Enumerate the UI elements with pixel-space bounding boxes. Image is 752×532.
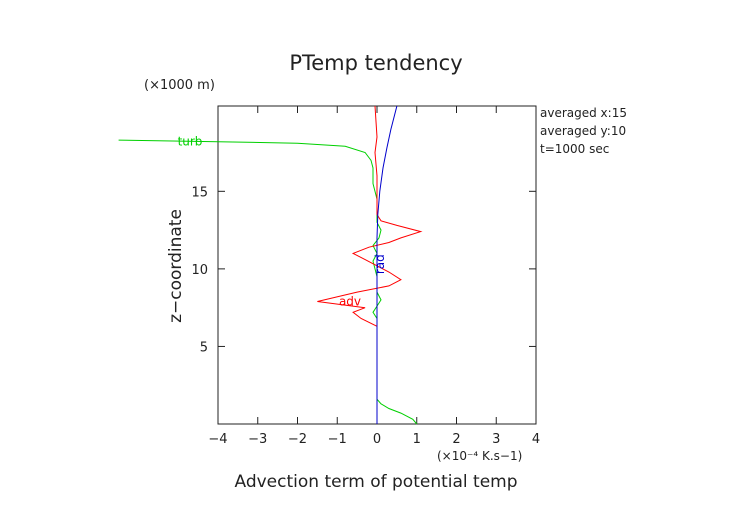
annotation-line: averaged x:15 (540, 106, 627, 120)
axis-ticks (217, 106, 537, 424)
x-tick-label: 4 (532, 432, 540, 447)
x-axis-title: Advection term of potential temp (234, 472, 517, 492)
series-labels: turb adv rad (178, 135, 387, 309)
series-line-turb (118, 139, 418, 425)
series-label-rad: rad (373, 254, 387, 274)
x-tick-label: 2 (452, 432, 460, 447)
annotation-line: t=1000 sec (540, 142, 609, 156)
y-tick-labels: 5 10 15 (191, 185, 208, 355)
x-unit-label: (×10⁻⁴ K.s−1) (437, 449, 522, 463)
y-unit-label: (×1000 m) (144, 78, 215, 93)
x-tick-label: 1 (413, 432, 421, 447)
x-tick-label: −3 (248, 432, 267, 447)
series-label-turb: turb (178, 135, 203, 149)
series-line-rad (376, 105, 398, 424)
y-tick-label: 5 (200, 340, 208, 355)
x-tick-labels: −4 −3 −2 −1 0 1 2 3 4 (208, 432, 540, 447)
x-tick-label: −4 (208, 432, 227, 447)
x-tick-label: −1 (328, 432, 347, 447)
annotations: averaged x:15 averaged y:10 t=1000 sec (540, 106, 627, 156)
y-axis-title: z−coordinate (166, 209, 186, 323)
series-line-adv (317, 105, 423, 424)
y-tick-label: 10 (191, 263, 208, 278)
x-tick-label: 0 (373, 432, 381, 447)
series-lines (118, 105, 423, 425)
x-tick-label: 3 (492, 432, 500, 447)
x-tick-label: −2 (288, 432, 307, 447)
chart-title: PTemp tendency (289, 51, 462, 75)
y-tick-label: 15 (191, 185, 208, 200)
series-label-adv: adv (339, 294, 361, 308)
annotation-line: averaged y:10 (540, 124, 626, 138)
